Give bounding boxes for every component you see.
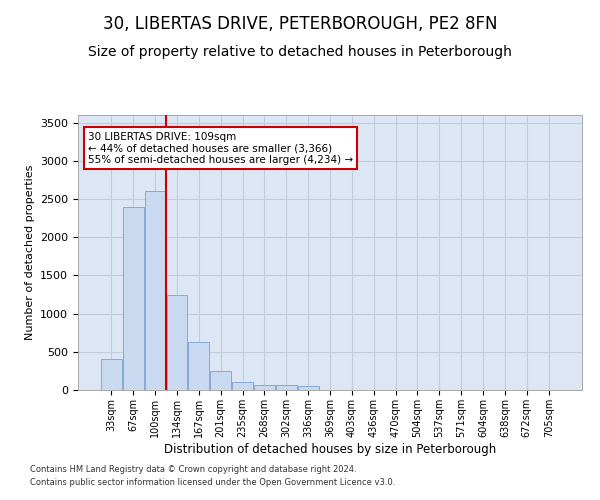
Bar — [298, 386, 319, 390]
Y-axis label: Number of detached properties: Number of detached properties — [25, 165, 35, 340]
Text: 30 LIBERTAS DRIVE: 109sqm
← 44% of detached houses are smaller (3,366)
55% of se: 30 LIBERTAS DRIVE: 109sqm ← 44% of detac… — [88, 132, 353, 164]
Bar — [210, 371, 231, 390]
Bar — [232, 382, 253, 390]
Text: Size of property relative to detached houses in Peterborough: Size of property relative to detached ho… — [88, 45, 512, 59]
X-axis label: Distribution of detached houses by size in Peterborough: Distribution of detached houses by size … — [164, 442, 496, 456]
Bar — [188, 342, 209, 390]
Bar — [276, 386, 296, 390]
Bar — [123, 206, 143, 390]
Bar — [167, 294, 187, 390]
Bar — [254, 384, 275, 390]
Text: Contains HM Land Registry data © Crown copyright and database right 2024.: Contains HM Land Registry data © Crown c… — [30, 466, 356, 474]
Text: Contains public sector information licensed under the Open Government Licence v3: Contains public sector information licen… — [30, 478, 395, 487]
Bar — [145, 192, 166, 390]
Bar — [101, 360, 122, 390]
Text: 30, LIBERTAS DRIVE, PETERBOROUGH, PE2 8FN: 30, LIBERTAS DRIVE, PETERBOROUGH, PE2 8F… — [103, 15, 497, 33]
